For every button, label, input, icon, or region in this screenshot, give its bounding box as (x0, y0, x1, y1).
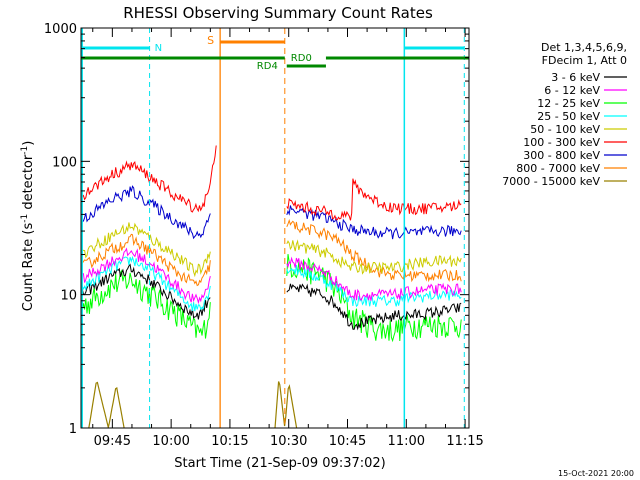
y-label-part-2: detector (21, 154, 36, 214)
legend-label: 12 - 25 keV (537, 97, 600, 110)
series-line-3-6-kev-sega (81, 263, 211, 320)
x-tick-label: 10:45 (329, 434, 366, 449)
x-tick-label: 11:15 (446, 434, 483, 449)
series-line-3-6-kev-segb (286, 283, 462, 331)
series-line-100-300-kev-sega (81, 145, 217, 213)
y-tick-label: 100 (52, 155, 77, 170)
series-group (81, 145, 462, 428)
series-line-12-25-kev-segb (286, 254, 462, 343)
footer-date: 15-Oct-2021 20:00 (558, 469, 634, 478)
series-line-7000-15000-kev-sega (88, 381, 125, 428)
series-line-50-100-kev-sega (81, 222, 211, 278)
series-line-50-100-kev-segb (286, 239, 462, 275)
y-tick-label: 1000 (44, 22, 77, 37)
series-line-100-300-kev-segb (286, 178, 462, 221)
series-line-6-12-kev-segb (286, 256, 462, 301)
x-tick-label: 10:00 (152, 434, 189, 449)
legend-label: 25 - 50 keV (537, 110, 600, 123)
annotation-group: N S RD0 RD4 (81, 28, 469, 428)
x-tick-label: 09:45 (94, 434, 131, 449)
series-line-6-12-kev-sega (81, 247, 211, 305)
legend-label: 300 - 800 keV (523, 149, 600, 162)
legend-header-line-2: FDecim 1, Att 0 (542, 54, 627, 67)
axes-group: 1 10 100 1000 09:45 10:00 10:15 10:30 10:45 11:00… (44, 22, 484, 449)
rd4-label: RD4 (257, 61, 278, 72)
x-axis-label: Start Time (21-Sep-09 09:37:02) (174, 456, 385, 471)
saa-label: S (207, 34, 214, 47)
chart-title: RHESSI Observing Summary Count Rates (123, 4, 433, 22)
series-line-25-50-kev-sega (81, 255, 211, 312)
rd0-label: RD0 (291, 53, 312, 64)
y-label-part-1: Count Rate (s (21, 223, 36, 312)
y-label-part-3: ) (21, 141, 36, 146)
night-label: N (155, 43, 162, 54)
x-tick-label: 11:00 (388, 434, 425, 449)
series-line-7000-15000-kev-segb (274, 381, 298, 428)
y-tick-label: 10 (60, 289, 77, 304)
y-axis-label: Count Rate (s-1 detector-1) (20, 141, 36, 312)
series-line-300-800-kev-sega (81, 185, 211, 240)
legend-label: 7000 - 15000 keV (502, 175, 600, 188)
x-tick-label: 10:30 (270, 434, 307, 449)
plot-frame (80, 27, 470, 429)
legend-label: 800 - 7000 keV (516, 162, 600, 175)
legend-label: 100 - 300 keV (523, 136, 600, 149)
series-line-12-25-kev-sega (81, 269, 211, 339)
series-line-25-50-kev-segb (286, 264, 462, 308)
legend-header-line-1: Det 1,3,4,5,6,9, (541, 41, 627, 54)
y-tick-label: 1 (69, 422, 77, 437)
x-tick-label: 10:15 (211, 434, 248, 449)
series-line-300-800-kev-segb (286, 205, 462, 240)
y-label-sup-2: -1 (20, 146, 30, 155)
series-line-800-7000-kev-segb (286, 218, 462, 283)
series-line-800-7000-kev-sega (81, 233, 211, 287)
legend-label: 6 - 12 keV (544, 84, 600, 97)
legend-label: 3 - 6 keV (551, 71, 600, 84)
legend-label: 50 - 100 keV (530, 123, 600, 136)
y-label-sup-1: -1 (20, 214, 30, 223)
